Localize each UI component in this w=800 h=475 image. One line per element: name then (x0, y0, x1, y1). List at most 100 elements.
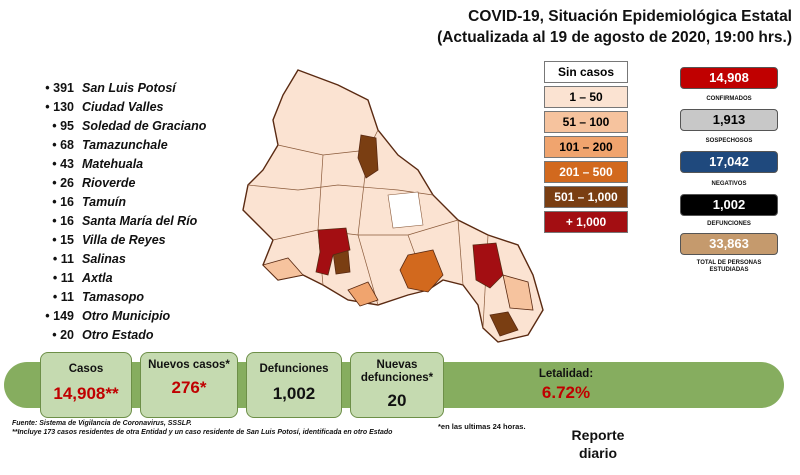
municipality-name: Otro Municipio (82, 309, 171, 323)
count-value: 68 (60, 138, 74, 152)
municipality-name: Tamuín (82, 195, 126, 209)
bullet: • (52, 195, 57, 209)
count-value: 11 (60, 271, 74, 285)
bullet: • (52, 252, 58, 266)
negative-count: 17,042 (680, 151, 778, 173)
count-value: 20 (60, 328, 74, 342)
count-value: 130 (53, 100, 74, 114)
municipality-name: Otro Estado (82, 328, 154, 342)
list-item: • 68 Tamazunchale (22, 138, 252, 157)
report-line-2: diario (578, 445, 618, 461)
municipality-name: Soledad de Graciano (82, 119, 207, 133)
case-count: • 68 (52, 138, 74, 152)
case-count: • 16 (52, 195, 74, 209)
municipality-name: Rioverde (82, 176, 136, 190)
state-map (242, 69, 544, 343)
case-count: • 130 (45, 100, 74, 114)
negative-label: NEGATIVOS (711, 181, 747, 187)
confirmed-count: 14,908 (680, 67, 778, 89)
list-item: • 130 Ciudad Valles (22, 100, 252, 119)
cases-label: Casos (68, 363, 104, 375)
municipality-name: Tamasopo (82, 290, 145, 304)
footer-notes: Fuente: Sistema de Vigilancia de Coronav… (12, 419, 532, 437)
legend-item: Sin casos (544, 61, 628, 83)
bullet: • (45, 100, 50, 114)
cases-value: 14,908** (53, 384, 119, 403)
list-item: • 43 Matehuala (22, 157, 252, 176)
case-count: • 11 (53, 290, 74, 304)
municipality-name: Axtla (82, 271, 113, 285)
municipality-name: Ciudad Valles (82, 100, 164, 114)
municipality-name: Villa de Reyes (82, 233, 166, 247)
case-count: • 149 (45, 309, 74, 323)
cases-box: Casos 14,908** (40, 352, 132, 418)
region-plus-1000 (472, 242, 504, 289)
region-plus-1000 (315, 227, 351, 276)
legend-item: 1 – 50 (544, 86, 628, 108)
new-deaths-label: Nuevas defunciones* (360, 359, 434, 384)
bullet: • (52, 214, 57, 228)
list-item: • 149 Otro Municipio (22, 309, 252, 328)
region-201-500 (399, 249, 444, 293)
deaths-count: 1,002 (680, 194, 778, 216)
new-deaths-value: 20 (387, 391, 407, 410)
list-item: • 11 Salinas (22, 252, 252, 271)
suspected-label: SOSPECHOSOS (705, 138, 753, 144)
list-item: • 11 Tamasopo (22, 290, 252, 309)
page-title: COVID-19, Situación Epidemiológica Estat… (352, 6, 792, 48)
legend-item: 51 – 100 (544, 111, 628, 133)
region-501-1000 (489, 311, 519, 337)
count-value: 391 (53, 81, 74, 95)
total-studied-count: 33,863 (680, 233, 778, 255)
total-studied-label: TOTAL DE PERSONAS ESTUDIADAS (696, 260, 762, 273)
list-item: • 16 Santa María del Río (22, 214, 252, 233)
municipality-name: Salinas (82, 252, 126, 266)
case-count: • 20 (52, 328, 74, 342)
deaths-summary-label: Defunciones (259, 363, 329, 375)
list-item: • 20 Otro Estado (22, 328, 252, 347)
new-cases-value: 276* (171, 378, 207, 397)
municipality-name: Santa María del Río (82, 214, 198, 228)
inclusion-note: **Incluye 173 casos residentes de otra E… (12, 429, 393, 436)
confirmed-label: CONFIRMADOS (706, 96, 752, 102)
bullet: • (52, 138, 57, 152)
suspected-count: 1,913 (680, 109, 778, 131)
list-item: • 95 Soledad de Graciano (22, 119, 252, 138)
report-line-1: Reporte (571, 427, 625, 443)
new-deaths-box: Nuevas defunciones* 20 (350, 352, 444, 418)
new-cases-label: Nuevos casos* (148, 359, 230, 371)
last-24h-note: *en las ultimas 24 horas. (438, 422, 526, 431)
source-note: Fuente: Sistema de Vigilancia de Coronav… (12, 420, 192, 427)
count-value: 43 (60, 157, 74, 171)
case-count: • 16 (52, 214, 74, 228)
title-line-2: (Actualizada al 19 de agosto de 2020, 19… (437, 29, 792, 46)
municipality-name: Tamazunchale (82, 138, 168, 152)
bullet: • (52, 290, 58, 304)
legend-item: 501 – 1,000 (544, 186, 628, 208)
count-value: 11 (60, 290, 74, 304)
title-line-1: COVID-19, Situación Epidemiológica Estat… (468, 8, 792, 25)
count-value: 16 (60, 195, 74, 209)
region-101-200 (347, 281, 379, 307)
daily-report-label: Reporte diario (558, 426, 638, 462)
municipality-name: San Luis Potosí (82, 81, 176, 95)
count-value: 26 (60, 176, 74, 190)
case-count: • 11 (53, 252, 74, 266)
summary-bar: Casos 14,908** Nuevos casos* 276* Defunc… (4, 352, 784, 418)
case-count: • 43 (52, 157, 74, 171)
bullet: • (52, 328, 57, 342)
bullet: • (52, 119, 57, 133)
case-count: • 95 (52, 119, 74, 133)
lethality-label: Letalidad: (538, 368, 594, 380)
legend-item: 101 – 200 (544, 136, 628, 158)
bullet: • (52, 233, 57, 247)
count-value: 11 (60, 252, 74, 266)
region-51-100 (502, 274, 534, 311)
deaths-label: DEFUNCIONES (707, 221, 751, 227)
case-count: • 11 (53, 271, 74, 285)
lethality-value: 6.72% (541, 383, 591, 402)
count-value: 15 (60, 233, 74, 247)
list-item: • 15 Villa de Reyes (22, 233, 252, 252)
municipality-name: Matehuala (82, 157, 144, 171)
count-value: 149 (53, 309, 74, 323)
